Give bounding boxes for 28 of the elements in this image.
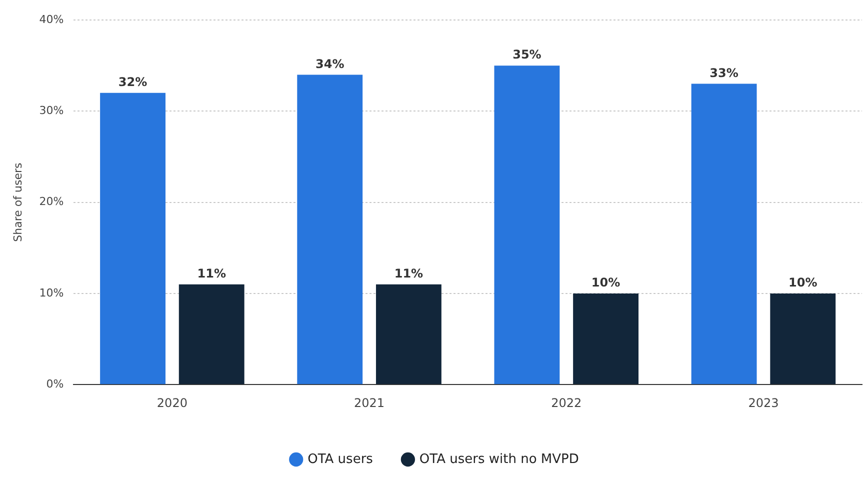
data-label: 11%: [394, 266, 424, 280]
x-tick-label: 2022: [551, 396, 582, 410]
y-tick-label: 0%: [46, 377, 64, 390]
legend-label: OTA users with no MVPD: [419, 452, 579, 467]
data-label: 10%: [591, 276, 620, 290]
bar: [691, 84, 757, 384]
bar: [178, 284, 244, 384]
bar: [376, 284, 442, 384]
x-tick-label: 2023: [748, 396, 779, 410]
legend-label: OTA users: [308, 452, 374, 467]
x-tick-label: 2020: [156, 396, 188, 410]
data-label: 34%: [315, 56, 344, 71]
x-tick-label: 2021: [354, 396, 385, 410]
bar: [770, 293, 836, 384]
y-tick-label: 20%: [39, 195, 64, 208]
data-label: 32%: [118, 75, 148, 90]
y-tick-label: 40%: [39, 12, 64, 26]
data-label: 11%: [197, 266, 226, 280]
y-tick-label: 30%: [39, 104, 64, 118]
bar: [573, 293, 639, 384]
data-label: 33%: [710, 66, 738, 80]
bar: [494, 66, 560, 384]
data-label: 10%: [788, 276, 818, 290]
y-tick-label: 10%: [39, 286, 64, 300]
bar: [100, 92, 166, 384]
bar: [297, 74, 363, 384]
y-axis-title: Share of users: [11, 162, 24, 242]
data-label: 35%: [512, 48, 542, 62]
